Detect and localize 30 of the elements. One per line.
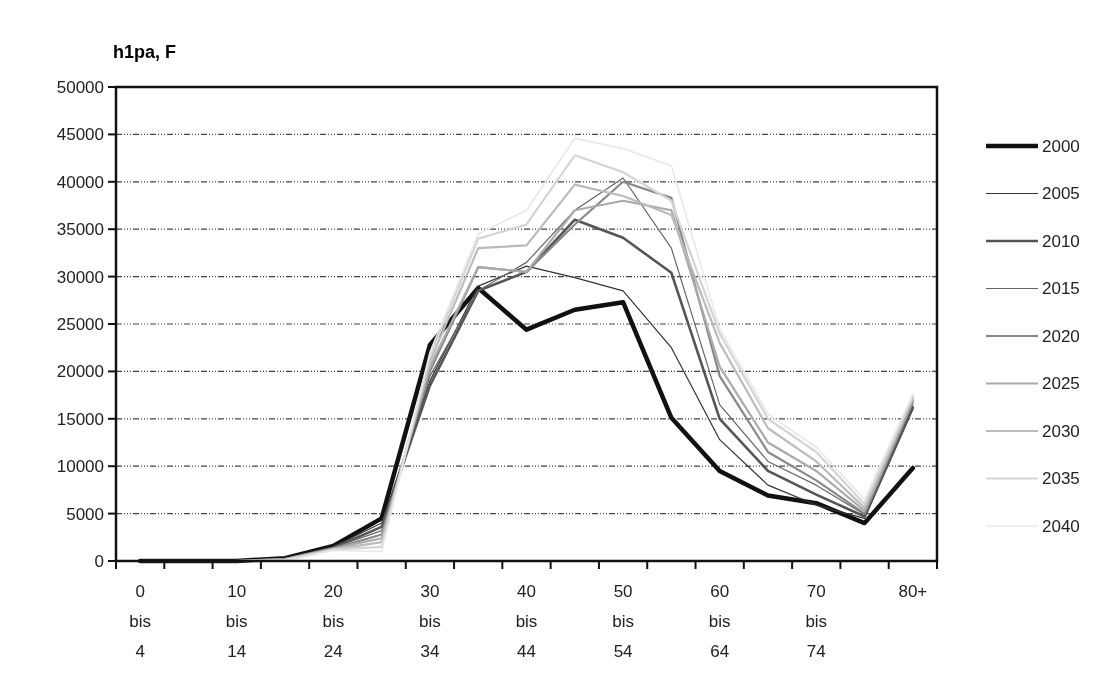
x-tick-label: 20 bis 24	[322, 582, 345, 661]
y-tick-label: 10000	[56, 457, 104, 477]
y-tick-label: 40000	[56, 172, 104, 192]
x-tick-label: 60 bis 64	[708, 582, 731, 661]
x-tick-label: 30 bis 34	[419, 582, 441, 661]
x-tick-label: 80+	[898, 582, 928, 601]
y-tick-label: 0	[94, 551, 104, 571]
legend-label: 2030	[1042, 421, 1080, 441]
legend-label: 2005	[1042, 184, 1080, 204]
y-tick-label: 30000	[56, 267, 104, 287]
y-tick-label: 35000	[56, 220, 104, 240]
y-tick-label: 50000	[56, 77, 104, 97]
legend-label: 2040	[1042, 516, 1080, 536]
x-tick-label: 50 bis 54	[612, 582, 634, 661]
y-tick-label: 5000	[66, 504, 104, 524]
x-tick-label: 40 bis 44	[515, 582, 538, 661]
legend-label: 2010	[1042, 231, 1080, 251]
x-tick-label: 70 bis 74	[805, 582, 828, 661]
y-tick-label: 25000	[56, 314, 104, 334]
y-tick-label: 15000	[56, 409, 104, 429]
legend-label: 2015	[1042, 279, 1080, 299]
legend-label: 2020	[1042, 326, 1080, 346]
legend-label: 2000	[1042, 136, 1080, 156]
x-tick-label: 10 bis 14	[225, 582, 248, 661]
legend-label: 2025	[1042, 374, 1080, 394]
x-tick-label: 0 bis 4	[129, 582, 152, 661]
y-tick-label: 45000	[56, 125, 104, 145]
chart-title: h1pa, F	[113, 42, 177, 62]
legend-label: 2035	[1042, 469, 1080, 489]
y-tick-label: 20000	[56, 362, 104, 382]
